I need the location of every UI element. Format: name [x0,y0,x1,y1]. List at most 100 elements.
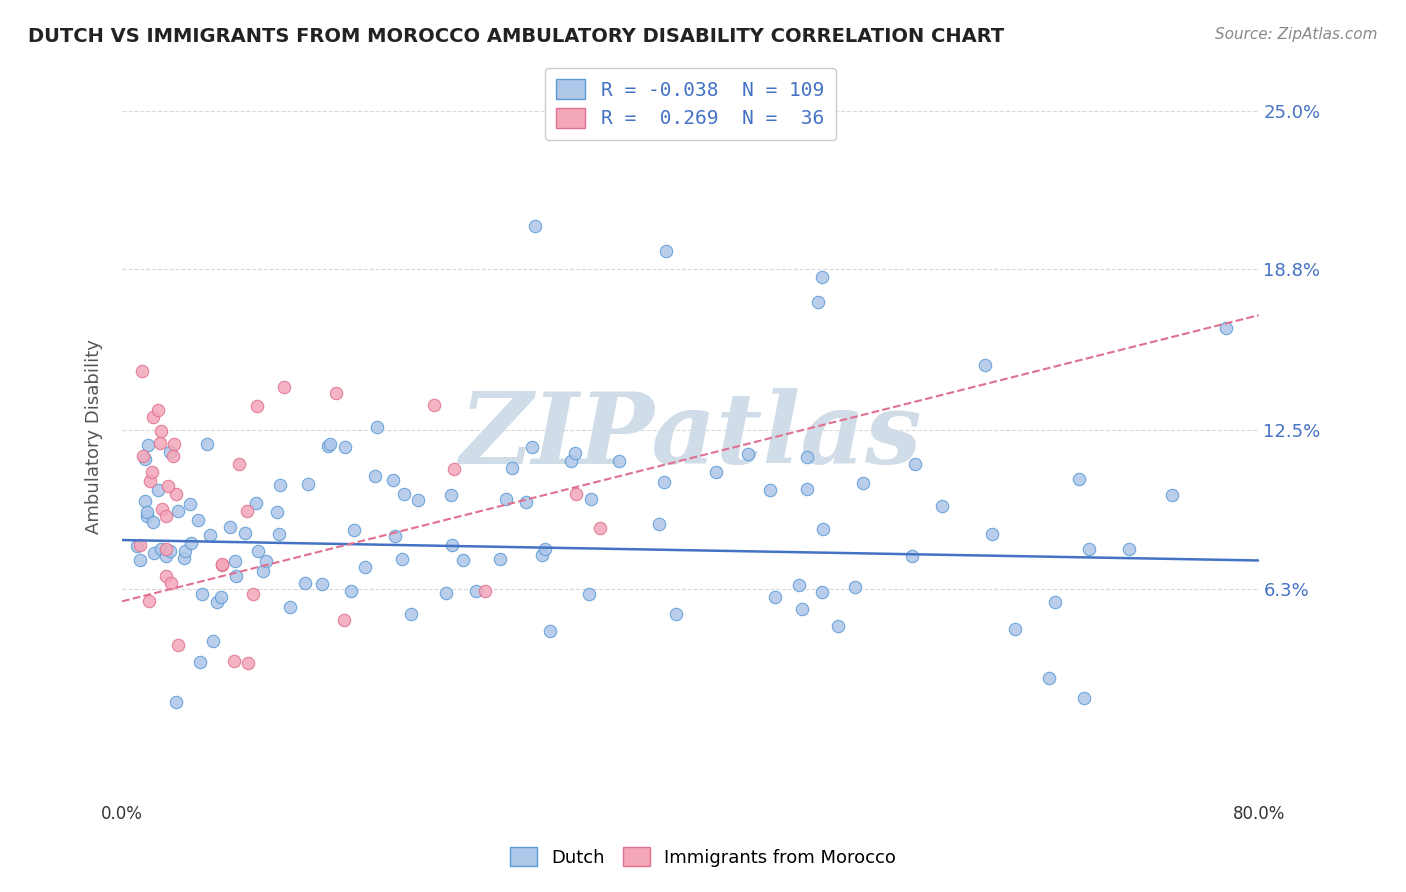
Point [132,449,155,463]
Point [236,657,259,671]
Point [763,591,786,605]
Point [245,495,267,509]
Point [127,539,149,553]
Point [1078,541,1101,556]
Point [340,584,363,599]
Point [294,575,316,590]
Point [366,420,388,434]
Point [211,558,233,573]
Point [534,542,557,557]
Point [652,475,675,490]
Point [391,552,413,566]
Point [807,295,830,310]
Point [200,528,222,542]
Point [163,437,186,451]
Point [1045,595,1067,609]
Point [142,410,165,425]
Point [218,520,240,534]
Point [138,594,160,608]
Point [1118,541,1140,556]
Point [188,656,211,670]
Point [134,451,156,466]
Point [136,438,159,452]
Point [852,475,875,490]
Point [434,586,457,600]
Point [381,473,404,487]
Point [128,553,150,567]
Point [159,444,181,458]
Point [560,454,582,468]
Point [273,380,295,394]
Point [704,465,727,479]
Point [422,398,444,412]
Point [811,522,834,536]
Point [173,550,195,565]
Point [333,613,356,627]
Point [325,385,347,400]
Point [384,528,406,542]
Point [155,549,177,564]
Point [252,564,274,578]
Point [524,219,547,233]
Point [578,587,600,601]
Point [166,503,188,517]
Point [165,487,187,501]
Point [394,487,416,501]
Point [269,526,291,541]
Y-axis label: Ambulatory Disability: Ambulatory Disability [86,339,103,534]
Point [758,483,780,498]
Point [242,586,264,600]
Point [266,505,288,519]
Point [903,457,925,471]
Point [796,450,818,465]
Point [155,541,177,556]
Point [565,487,588,501]
Point [166,695,188,709]
Point [224,554,246,568]
Point [201,633,224,648]
Point [931,500,953,514]
Point [211,590,233,604]
Point [1038,671,1060,685]
Point [141,465,163,479]
Point [1067,472,1090,486]
Point [180,536,202,550]
Point [224,654,246,668]
Point [142,545,165,559]
Point [1215,321,1237,335]
Point [827,619,849,633]
Point [316,439,339,453]
Point [811,585,834,599]
Point [135,509,157,524]
Point [269,478,291,492]
Point [246,543,269,558]
Legend: Dutch, Immigrants from Morocco: Dutch, Immigrants from Morocco [502,840,904,874]
Point [146,483,169,497]
Point [174,544,197,558]
Point [564,446,586,460]
Point [440,538,463,552]
Point [134,493,156,508]
Point [149,425,172,439]
Point [530,548,553,562]
Point [1073,691,1095,706]
Point [162,449,184,463]
Point [195,437,218,451]
Point [319,436,342,450]
Point [647,517,669,532]
Point [443,462,465,476]
Point [501,461,523,475]
Point [489,551,512,566]
Point [142,515,165,529]
Point [790,602,813,616]
Point [139,475,162,489]
Point [246,400,269,414]
Point [607,454,630,468]
Point [399,607,422,622]
Point [278,600,301,615]
Point [156,479,179,493]
Point [811,269,834,284]
Point [1004,623,1026,637]
Point [515,494,537,508]
Point [135,506,157,520]
